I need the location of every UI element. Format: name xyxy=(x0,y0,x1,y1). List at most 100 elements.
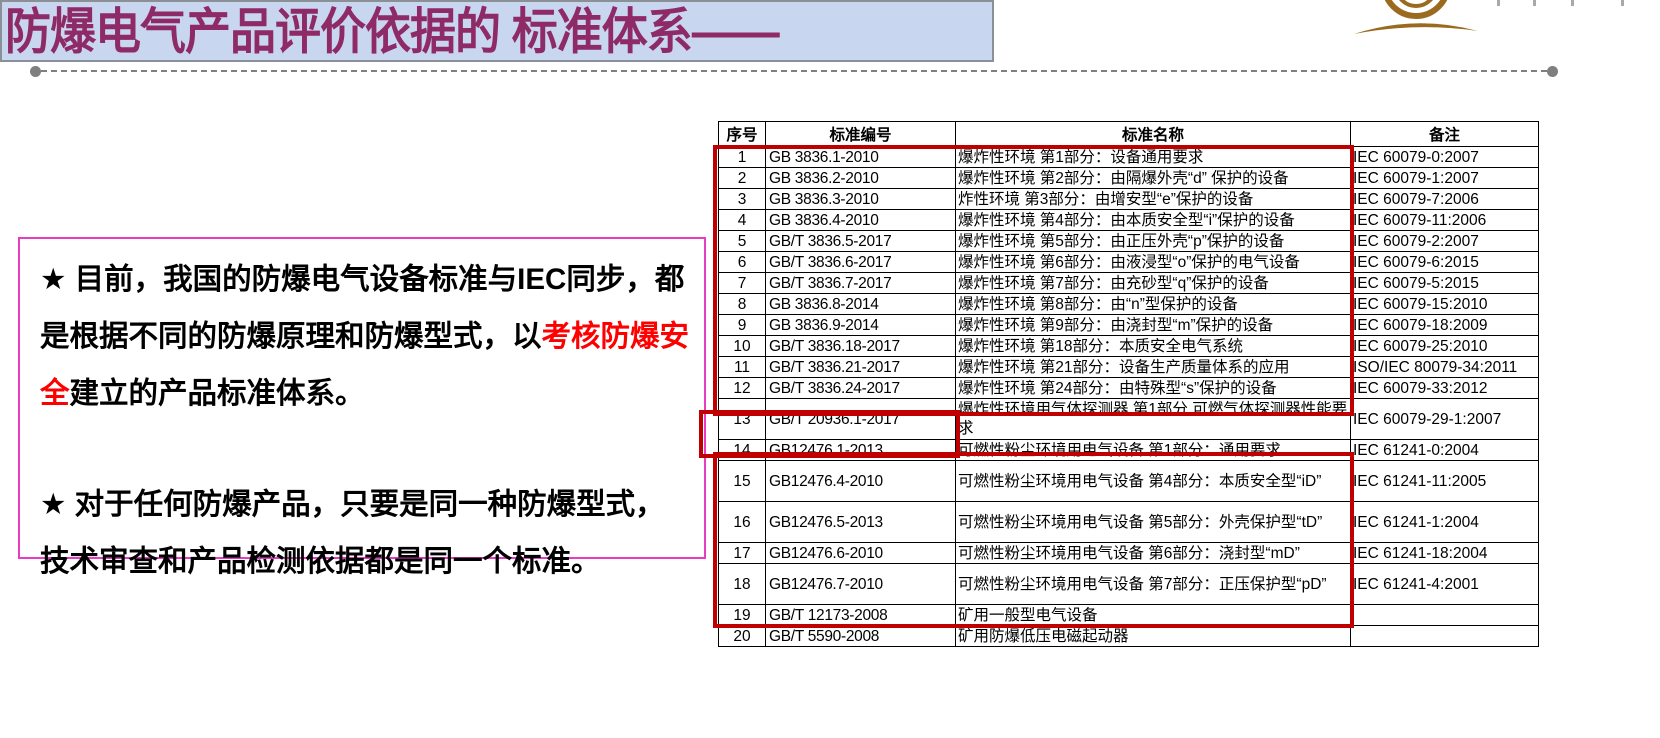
cell-code: GB/T 12173-2008 xyxy=(765,604,956,626)
cell-name: 可燃性粉尘环境用电气设备 第6部分：浇封型“mD” xyxy=(955,542,1351,564)
cell-remark: IEC 60079-15:2010 xyxy=(1350,293,1539,315)
column-header: 标准名称 xyxy=(955,121,1351,147)
cell-code: GB/T 3836.5-2017 xyxy=(765,230,956,252)
title-dash: —— xyxy=(691,2,780,60)
table-row: 1 GB 3836.1-2010 爆炸性环境 第1部分：设备通用要求 IEC 6007… xyxy=(718,146,1539,168)
table-row: 11 GB/T 3836.21-2017 爆炸性环境 第21部分：设备生产质量体系的… xyxy=(718,356,1539,378)
cell-name: 爆炸性环境 第9部分：由浇封型“m”保护的设备 xyxy=(955,314,1351,336)
cell-name: 爆炸性环境用气体探测器 第1部分 可燃气体探测器性能要求 xyxy=(955,398,1351,440)
column-header: 标准编号 xyxy=(765,121,956,147)
cell-name: 可燃性粉尘环境用电气设备 第7部分：正压保护型“pD” xyxy=(955,563,1351,605)
cell-no: 10 xyxy=(718,335,766,357)
certification-emblem-icon xyxy=(1354,0,1478,34)
cell-name: 爆炸性环境 第8部分：由“n”型保护的设备 xyxy=(955,293,1351,315)
title-bar: 防爆电气产品评价依据的 标准体系—— xyxy=(0,0,994,62)
table-row: 15 GB12476.4-2010 可燃性粉尘环境用电气设备 第4部分：本质安全型“… xyxy=(718,460,1539,502)
cell-remark: IEC 60079-7:2006 xyxy=(1350,188,1539,210)
cell-no: 18 xyxy=(718,563,766,605)
cell-name: 爆炸性环境 第4部分：由本质安全型“i”保护的设备 xyxy=(955,209,1351,231)
cell-code: GB/T 3836.6-2017 xyxy=(765,251,956,273)
cell-remark: IEC 60079-2:2007 xyxy=(1350,230,1539,252)
cell-name: 矿用一般型电气设备 xyxy=(955,604,1351,626)
cell-remark: IEC 60079-33:2012 xyxy=(1350,377,1539,399)
note-text-segment: ★ 对于任何防爆产品，只要是同一种防爆型式，技术审查和产品检测依据都是同一个标准… xyxy=(40,488,665,578)
table-row: 18 GB12476.7-2010 可燃性粉尘环境用电气设备 第7部分：正压保护型“… xyxy=(718,563,1539,605)
table-row: 7 GB/T 3836.7-2017 爆炸性环境 第7部分：由充砂型“q”保护的设备… xyxy=(718,272,1539,294)
table-row: 13 GB/T 20936.1-2017 爆炸性环境用气体探测器 第1部分 可燃气体… xyxy=(718,398,1539,440)
cell-no: 13 xyxy=(718,398,766,440)
table-row: 3 GB 3836.3-2010 炸性环境 第3部分：由增安型“e”保护的设备 IEC… xyxy=(718,188,1539,210)
table-row: 17 GB12476.6-2010 可燃性粉尘环境用电气设备 第6部分：浇封型“mD… xyxy=(718,542,1539,564)
cell-code: GB12476.4-2010 xyxy=(765,460,956,502)
cell-name: 爆炸性环境 第5部分：由正压外壳“p”保护的设备 xyxy=(955,230,1351,252)
cell-no: 1 xyxy=(718,146,766,168)
cell-name: 爆炸性环境 第2部分：由隔爆外壳“d” 保护的设备 xyxy=(955,167,1351,189)
cell-no: 2 xyxy=(718,167,766,189)
cell-name: 爆炸性环境 第21部分：设备生产质量体系的应用 xyxy=(955,356,1351,378)
cell-code: GB/T 5590-2008 xyxy=(765,625,956,647)
cell-remark: IEC 60079-6:2015 xyxy=(1350,251,1539,273)
cell-remark: IEC 60079-18:2009 xyxy=(1350,314,1539,336)
note-paragraph: ★ 对于任何防爆产品，只要是同一种防爆型式，技术审查和产品检测依据都是同一个标准… xyxy=(40,476,694,590)
cell-code: GB/T 3836.7-2017 xyxy=(765,272,956,294)
note-box: ★ 目前，我国的防爆电气设备标准与IEC同步，都是根据不同的防爆原理和防爆型式，… xyxy=(18,237,706,578)
cell-no: 19 xyxy=(718,604,766,626)
cell-remark xyxy=(1350,625,1539,647)
cropped-text-fragment xyxy=(1533,0,1536,6)
cropped-text-fragment xyxy=(1497,0,1500,6)
cell-code: GB 3836.8-2014 xyxy=(765,293,956,315)
note-text-segment: ★ 目前，我国的防爆电气设备标准与IEC同步，都是根据不同的防爆原理和防爆型式，… xyxy=(40,263,685,353)
column-header: 备注 xyxy=(1350,121,1539,147)
cell-remark: IEC 61241-18:2004 xyxy=(1350,542,1539,564)
table-row: 4 GB 3836.4-2010 爆炸性环境 第4部分：由本质安全型“i”保护的设备… xyxy=(718,209,1539,231)
cell-remark: IEC 61241-0:2004 xyxy=(1350,439,1539,461)
cell-remark: IEC 61241-1:2004 xyxy=(1350,501,1539,543)
cell-no: 8 xyxy=(718,293,766,315)
cell-remark: IEC 60079-0:2007 xyxy=(1350,146,1539,168)
cell-remark: ISO/IEC 80079-34:2011 xyxy=(1350,356,1539,378)
cropped-text-fragment xyxy=(1571,0,1574,6)
cell-no: 3 xyxy=(718,188,766,210)
dashed-divider xyxy=(30,64,1558,78)
cell-name: 可燃性粉尘环境用电气设备 第4部分：本质安全型“iD” xyxy=(955,460,1351,502)
cell-remark xyxy=(1350,604,1539,626)
cell-code: GB 3836.3-2010 xyxy=(765,188,956,210)
note-text-segment: 建立的产品标准体系。 xyxy=(69,377,365,410)
cell-remark: IEC 60079-29-1:2007 xyxy=(1350,398,1539,440)
cell-name: 可燃性粉尘环境用电气设备 第5部分：外壳保护型“tD” xyxy=(955,501,1351,543)
cell-no: 5 xyxy=(718,230,766,252)
cell-code: GB 3836.1-2010 xyxy=(765,146,956,168)
table-row: 19 GB/T 12173-2008 矿用一般型电气设备 xyxy=(718,604,1539,626)
cell-name: 爆炸性环境 第18部分：本质安全电气系统 xyxy=(955,335,1351,357)
table-row: 20 GB/T 5590-2008 矿用防爆低压电磁起动器 xyxy=(718,625,1539,647)
table-row: 16 GB12476.5-2013 可燃性粉尘环境用电气设备 第5部分：外壳保护型“… xyxy=(718,501,1539,543)
cell-no: 15 xyxy=(718,460,766,502)
cell-code: GB12476.7-2010 xyxy=(765,563,956,605)
divider-dash-line xyxy=(41,70,1547,72)
page-title-text: 防爆电气产品评价依据的 标准体系 xyxy=(5,2,693,60)
cell-no: 20 xyxy=(718,625,766,647)
cell-name: 可燃性粉尘环境用电气设备 第1部分：通用要求 xyxy=(955,439,1351,461)
cell-remark: IEC 60079-1:2007 xyxy=(1350,167,1539,189)
divider-right-dot xyxy=(1547,65,1558,77)
cell-name: 爆炸性环境 第1部分：设备通用要求 xyxy=(955,146,1351,168)
cell-code: GB/T 20936.1-2017 xyxy=(765,398,956,440)
page-title: 防爆电气产品评价依据的 标准体系—— xyxy=(2,0,780,62)
cell-no: 14 xyxy=(718,439,766,461)
table-row: 14 GB12476.1-2013 可燃性粉尘环境用电气设备 第1部分：通用要求 IE… xyxy=(718,439,1539,461)
cell-no: 7 xyxy=(718,272,766,294)
cell-code: GB 3836.9-2014 xyxy=(765,314,956,336)
table-row: 2 GB 3836.2-2010 爆炸性环境 第2部分：由隔爆外壳“d” 保护的设备… xyxy=(718,167,1539,189)
cell-no: 11 xyxy=(718,356,766,378)
cell-code: GB/T 3836.18-2017 xyxy=(765,335,956,357)
cell-remark: IEC 60079-5:2015 xyxy=(1350,272,1539,294)
divider-left-dot xyxy=(30,65,41,77)
cell-no: 17 xyxy=(718,542,766,564)
cropped-text-fragment xyxy=(1621,0,1624,6)
cell-remark: IEC 61241-11:2005 xyxy=(1350,460,1539,502)
table-row: 6 GB/T 3836.6-2017 爆炸性环境 第6部分：由液浸型“o”保护的电气… xyxy=(718,251,1539,273)
cell-code: GB/T 3836.21-2017 xyxy=(765,356,956,378)
cell-name: 爆炸性环境 第24部分：由特殊型“s”保护的设备 xyxy=(955,377,1351,399)
column-header: 序号 xyxy=(718,121,766,147)
